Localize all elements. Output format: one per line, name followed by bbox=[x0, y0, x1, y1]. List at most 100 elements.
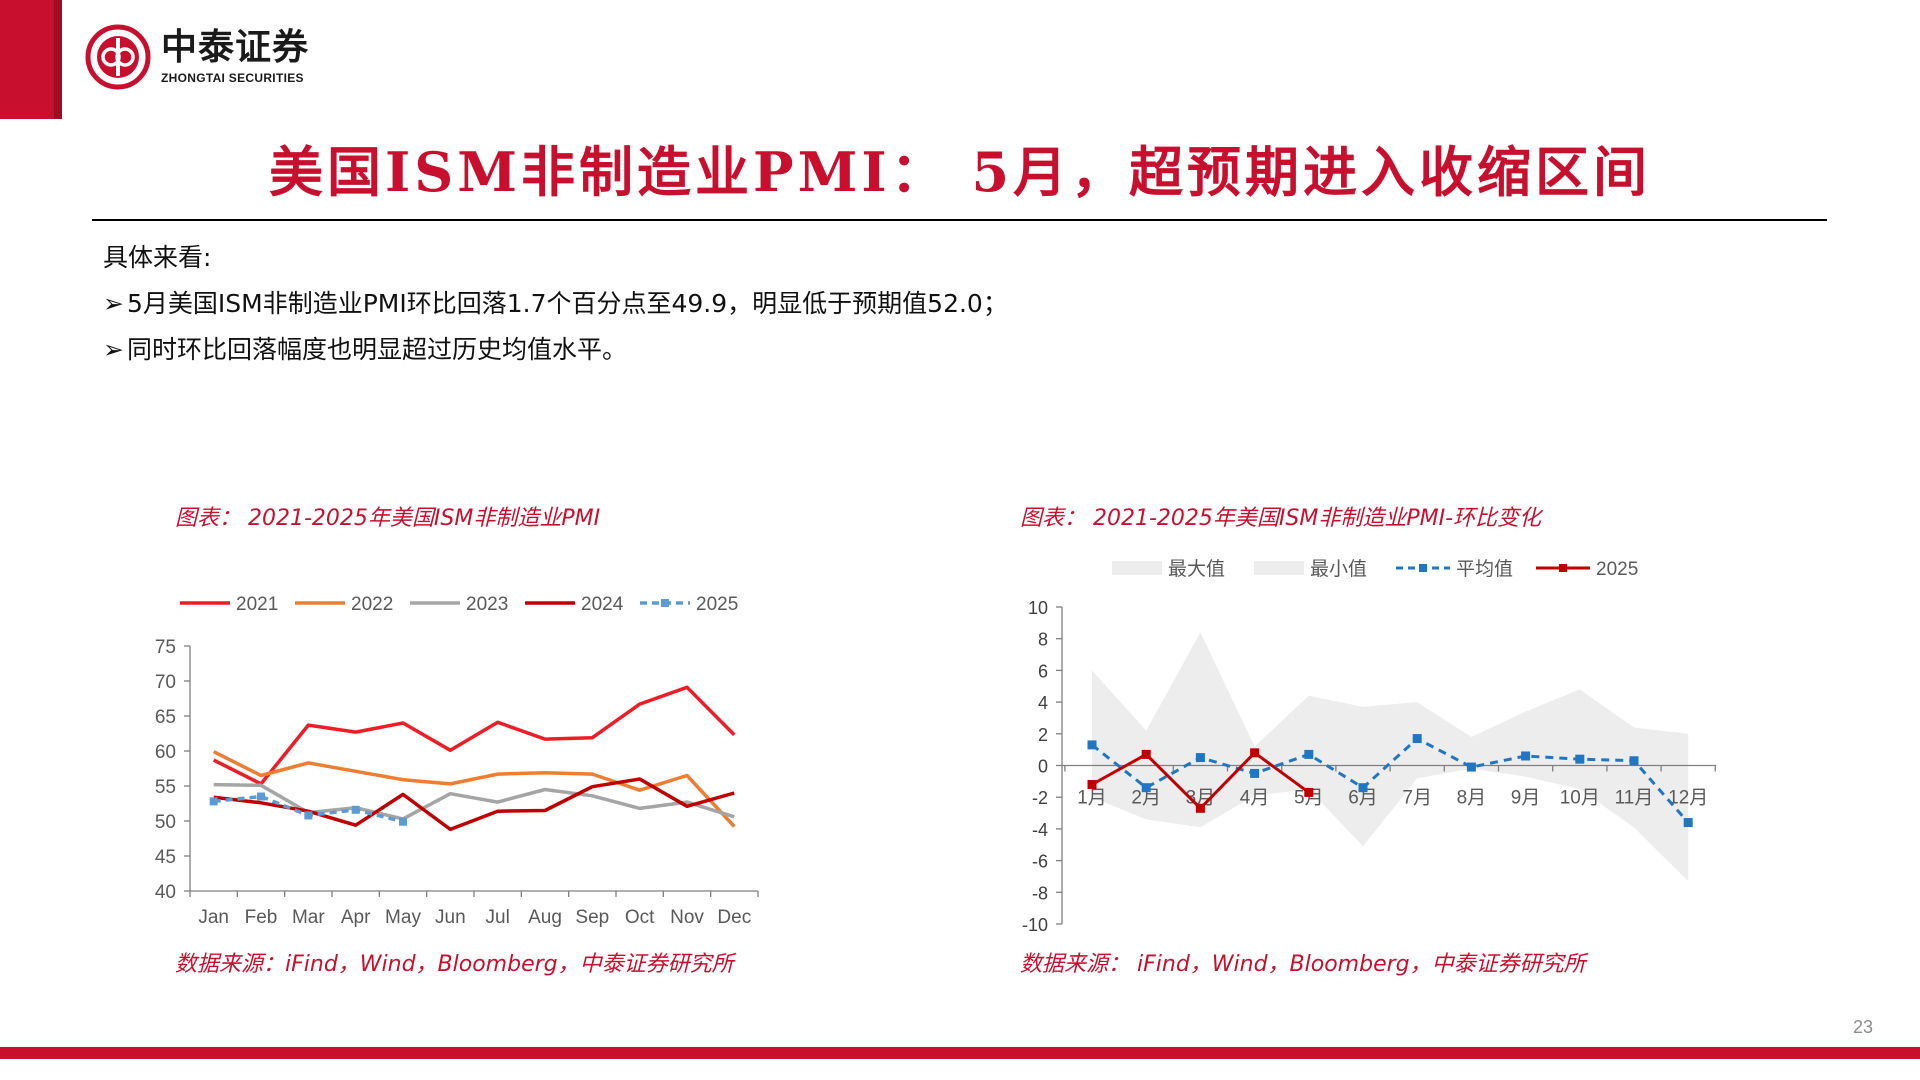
chart2-pmi-change: 最大值 最小值 平均值 2025 -10 -8 -6 -4 -2 0 2 4 6 8 10 1月 2月 3月 4月 5… bbox=[1022, 558, 1716, 935]
bullet-item: ➢ 5月美国ISM非制造业PMI环比回落1.7个百分点至49.9，明显低于预期值5… bbox=[103, 286, 1008, 332]
x-tick-label-month-4: 4月 bbox=[1240, 788, 1270, 809]
data-point-average bbox=[1683, 818, 1693, 828]
data-point-2025 bbox=[399, 817, 407, 826]
y-tick-label: 8 bbox=[1038, 630, 1048, 650]
footer-bar bbox=[0, 1047, 1920, 1059]
chart2-caption: 图表： 2021-2025年美国ISM非制造业PMI-环比变化 bbox=[1020, 506, 1542, 531]
brand-logo: 中泰证券 ZHONGTAI SECURITIES bbox=[85, 24, 309, 90]
data-point-average bbox=[1141, 783, 1151, 793]
data-point-average bbox=[1412, 734, 1422, 744]
bullet-item: ➢ 同时环比回落幅度也明显超过历史均值水平。 bbox=[103, 332, 1008, 378]
data-point-2025 bbox=[209, 797, 218, 806]
page-number: 23 bbox=[1852, 1017, 1873, 1037]
y-tick-label: 0 bbox=[1038, 757, 1048, 777]
x-tick-label-month-11: 11月 bbox=[1615, 788, 1654, 809]
legend-label-2023: 2023 bbox=[466, 594, 508, 615]
legend-swatch-max bbox=[1112, 561, 1162, 575]
data-point-2025 bbox=[304, 811, 313, 820]
range-band-area bbox=[1092, 632, 1689, 882]
legend-marker-2025 bbox=[661, 599, 669, 607]
zhongtai-logo-icon bbox=[85, 24, 151, 90]
y-tick-label: 6 bbox=[1038, 661, 1048, 681]
arrow-bullet-icon: ➢ bbox=[103, 289, 124, 318]
intro-line: 具体来看: bbox=[103, 243, 212, 272]
chart1-source: 数据来源：iFind，Wind，Bloomberg，中泰证券研究所 bbox=[175, 952, 734, 977]
y-tick-label: 10 bbox=[1028, 598, 1048, 618]
data-point-2025 bbox=[1195, 803, 1205, 813]
data-point-average bbox=[1521, 751, 1531, 761]
body-text: 具体来看: ➢ 5月美国ISM非制造业PMI环比回落1.7个百分点至49.9，明显… bbox=[103, 240, 1008, 378]
series-line-2022 bbox=[212, 750, 736, 828]
legend-label-2021: 2021 bbox=[236, 594, 278, 615]
series-line-average bbox=[1091, 737, 1690, 824]
bullet-text: 5月美国ISM非制造业PMI环比回落1.7个百分点至49.9，明显低于预期值52… bbox=[127, 289, 1008, 318]
y-tick-label: 60 bbox=[155, 742, 176, 763]
x-tick-label-month-10: 10月 bbox=[1560, 788, 1600, 809]
legend-label-2024: 2024 bbox=[581, 594, 624, 615]
data-point-2025 bbox=[1087, 780, 1097, 790]
x-tick-label-month-8: 8月 bbox=[1457, 788, 1487, 809]
legend-label-min: 最小值 bbox=[1310, 558, 1367, 580]
y-tick-label: 4 bbox=[1038, 693, 1048, 713]
y-tick-label: -6 bbox=[1032, 852, 1048, 872]
series-line-2021 bbox=[212, 685, 736, 786]
legend-label-2025: 2025 bbox=[696, 594, 738, 615]
legend-marker-average bbox=[1419, 564, 1427, 572]
series-line-2024 bbox=[213, 777, 735, 832]
y-tick-label: 65 bbox=[155, 707, 176, 728]
chart2-source: 数据来源： iFind，Wind，Bloomberg，中泰证券研究所 bbox=[1020, 952, 1586, 977]
x-tick-label-month-2: 2月 bbox=[1131, 788, 1161, 809]
bullet-text: 同时环比回落幅度也明显超过历史均值水平。 bbox=[127, 335, 628, 364]
x-tick-label-month-7: 7月 bbox=[1402, 788, 1432, 809]
chart1-pmi-lines: 2021 2022 2023 2024 2025 40 45 50 55 60 65 70 75 Jan F… bbox=[155, 594, 759, 928]
y-tick-label: -2 bbox=[1032, 788, 1048, 808]
x-tick-label-month-6: 6月 bbox=[1348, 788, 1378, 809]
data-point-average bbox=[1575, 754, 1585, 764]
y-tick-label: 75 bbox=[155, 637, 176, 658]
data-point-2025 bbox=[257, 792, 265, 801]
y-tick-label: 55 bbox=[155, 777, 176, 798]
corner-accent-stripe bbox=[54, 0, 62, 119]
legend-label-2022: 2022 bbox=[351, 594, 393, 615]
data-point-average bbox=[1250, 768, 1260, 778]
x-tick-label-may: May bbox=[385, 907, 421, 928]
brand-name-en: ZHONGTAI SECURITIES bbox=[161, 71, 304, 85]
x-tick-label-oct: Oct bbox=[625, 907, 655, 928]
data-point-average bbox=[1304, 749, 1314, 759]
x-tick-label-nov: Nov bbox=[670, 907, 704, 928]
data-point-2025 bbox=[351, 805, 360, 814]
chart1-caption: 图表： 2021-2025年美国ISM非制造业PMI bbox=[175, 506, 601, 531]
legend-label-max: 最大值 bbox=[1168, 558, 1225, 580]
y-tick-label: -4 bbox=[1032, 820, 1048, 840]
data-point-2025 bbox=[1250, 748, 1260, 758]
x-tick-label-month-3: 3月 bbox=[1186, 788, 1216, 809]
legend-swatch-min bbox=[1254, 561, 1304, 575]
brand-name-cn: 中泰证券 bbox=[161, 27, 310, 68]
data-point-average bbox=[1195, 753, 1205, 763]
y-tick-label: 70 bbox=[155, 672, 176, 693]
x-tick-label-dec: Dec bbox=[717, 907, 751, 928]
y-tick-label: 50 bbox=[155, 812, 176, 833]
x-tick-label-aug: Aug bbox=[528, 907, 562, 928]
x-tick-label-month-12: 12月 bbox=[1668, 788, 1708, 809]
y-tick-label: -8 bbox=[1032, 883, 1048, 903]
corner-accent-bar bbox=[0, 0, 62, 119]
data-point-2025 bbox=[1304, 787, 1314, 797]
x-tick-label-jan: Jan bbox=[198, 907, 229, 928]
data-point-2025 bbox=[1141, 749, 1151, 759]
data-point-average bbox=[1629, 756, 1639, 766]
legend-marker-2025 bbox=[1559, 564, 1567, 572]
x-tick-label-feb: Feb bbox=[245, 907, 278, 928]
x-tick-label-month-9: 9月 bbox=[1511, 788, 1541, 809]
x-tick-label-sep: Sep bbox=[575, 907, 609, 928]
arrow-bullet-icon: ➢ bbox=[103, 335, 124, 364]
y-tick-label: 40 bbox=[155, 882, 176, 903]
x-tick-label-mar: Mar bbox=[292, 907, 325, 928]
y-tick-label: -10 bbox=[1022, 915, 1048, 935]
legend-label-2025: 2025 bbox=[1596, 559, 1638, 580]
x-tick-label-jun: Jun bbox=[435, 907, 466, 928]
y-tick-label: 2 bbox=[1038, 725, 1048, 745]
title-divider bbox=[92, 219, 1827, 221]
x-tick-label-jul: Jul bbox=[486, 907, 510, 928]
x-tick-label-apr: Apr bbox=[341, 907, 371, 928]
